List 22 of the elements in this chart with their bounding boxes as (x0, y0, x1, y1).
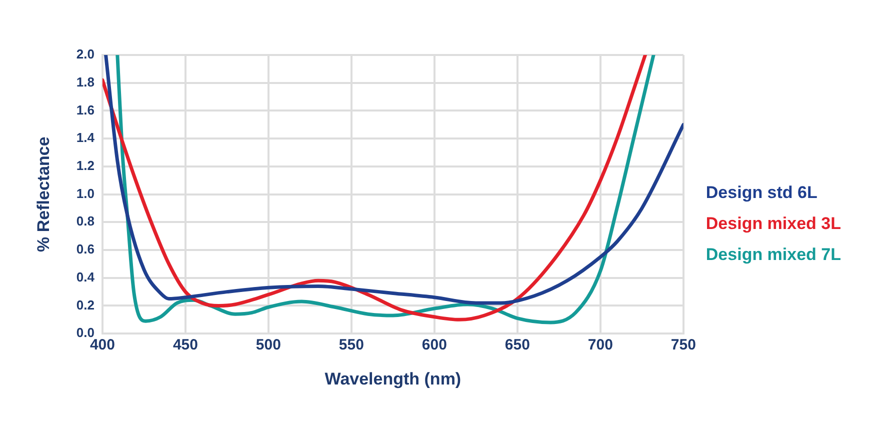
y-tick-label: 1.2 (76, 158, 94, 174)
x-tick-label: 700 (588, 336, 613, 354)
x-tick-label: 750 (670, 336, 696, 354)
text: Design mixed 3L (706, 214, 842, 234)
y-axis-title: % Reflectance (34, 136, 53, 252)
x-tick-label: 600 (422, 336, 447, 354)
x-tick-label: 450 (172, 336, 198, 354)
x-tick-label: 650 (504, 336, 530, 354)
y-tick-label: 1.0 (76, 186, 94, 201)
y-tick-label: 0.4 (76, 269, 96, 284)
text: Design mixed 7L (706, 245, 842, 264)
x-tick-label: 500 (256, 336, 281, 354)
x-tick-label: 550 (338, 336, 364, 354)
y-tick-label: 0.2 (76, 297, 94, 312)
y-tick-label: 0.6 (76, 242, 94, 257)
text: Design std 6L (706, 183, 818, 202)
y-tick-label: 2.0 (76, 46, 94, 62)
y-tick-label: 1.8 (76, 74, 94, 90)
x-axis-title: Wavelength (nm) (324, 369, 462, 388)
y-tick-label: 1.6 (76, 102, 94, 118)
y-tick-label: 1.4 (76, 130, 96, 146)
y-tick-label: 0.8 (76, 214, 94, 229)
